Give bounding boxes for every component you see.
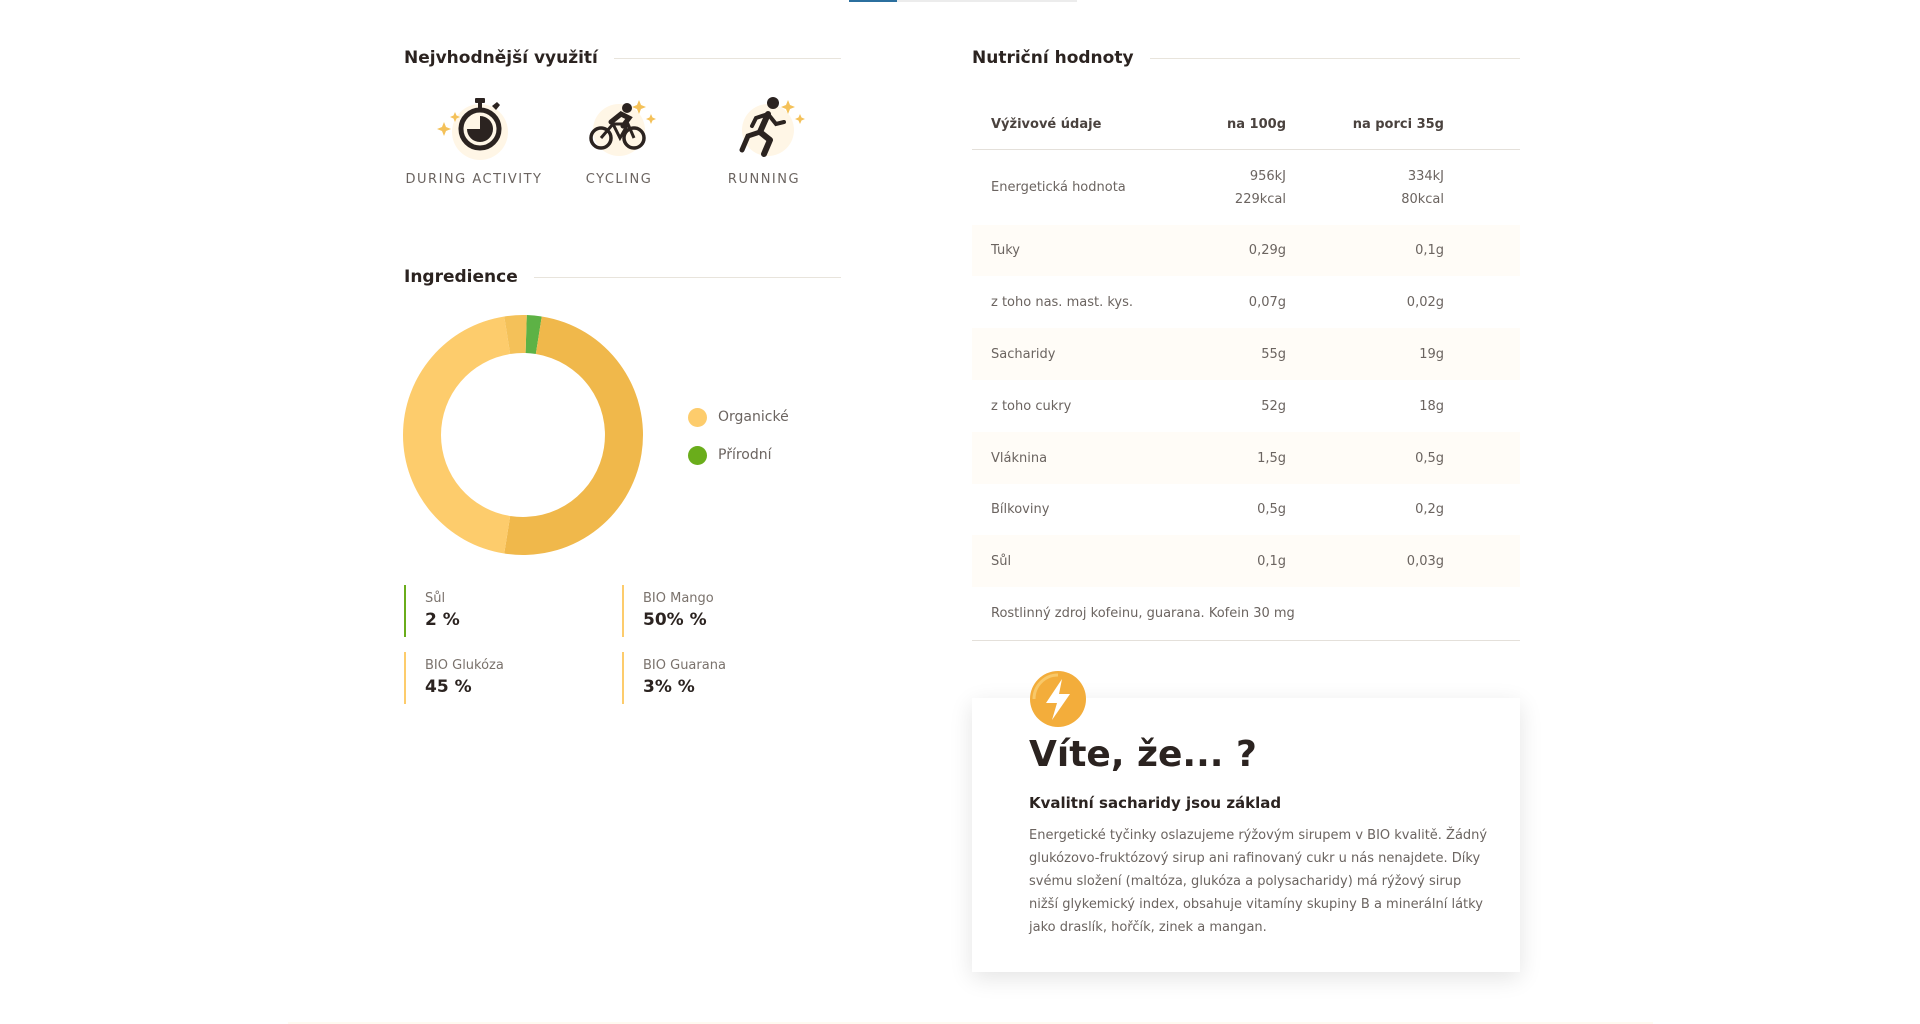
row-label: Vláknina	[991, 450, 1048, 466]
usage-heading: Nejvhodnější využití	[404, 48, 841, 68]
table-row: Vláknina 1,5g 0,5g	[972, 432, 1520, 484]
ingredient-value: 3% %	[643, 677, 695, 697]
row-per100: 52g	[1261, 398, 1286, 414]
table-header: Výživové údaje na 100g na porci 35g	[972, 100, 1520, 150]
value-kcal: 80kcal	[1401, 191, 1444, 207]
usage-label: RUNNING	[727, 172, 801, 187]
row-portion: 0,2g	[1415, 502, 1444, 517]
divider	[533, 276, 841, 278]
row-label: z toho cukry	[991, 398, 1072, 414]
table-row: z toho nas. mast. kys. 0,07g 0,02g	[972, 276, 1520, 328]
usage-label: CYCLING	[585, 172, 653, 187]
ingredient-value: 2 %	[425, 610, 460, 630]
ingredients-heading: Ingredience	[404, 267, 841, 287]
tab-indicator-track	[897, 0, 1077, 2]
row-label: Energetická hodnota	[991, 180, 1126, 195]
row-portion: 0,5g	[1415, 450, 1444, 466]
row-portion: 18g	[1419, 398, 1444, 414]
donut-slice-s-l	[525, 315, 542, 355]
stopwatch-icon	[428, 92, 520, 162]
row-per100: 1,5g	[1257, 450, 1286, 466]
card-text: Energetické tyčinky oslazujeme rýžovým s…	[1029, 828, 1488, 935]
row-per100: 0,5g	[1257, 502, 1286, 517]
donut-slice-bio-gluk-za	[402, 316, 511, 554]
donut-slice-bio-mango	[504, 316, 643, 555]
value-kj: 334kJ	[1407, 168, 1444, 184]
row-portion: 0,03g	[1406, 553, 1444, 569]
row-portion: 0,1g	[1415, 243, 1444, 258]
ingredient-name: BIO Mango	[643, 591, 714, 606]
row-label: Sůl	[991, 553, 1012, 569]
usage-label: DURING ACTIVITY	[405, 172, 543, 187]
usage-item-during-activity: DURING ACTIVITY	[404, 92, 544, 187]
row-portion: 19g	[1419, 346, 1444, 362]
header-label: Výživové údaje	[991, 117, 1102, 132]
ingredients-donut-chart	[402, 315, 643, 555]
ingredients-title: Ingredience	[404, 267, 518, 287]
row-portion: 334kJ 80kcal	[1286, 165, 1444, 211]
runner-icon	[718, 92, 810, 162]
table-row: Energetická hodnota 956kJ 229kcal 334kJ …	[972, 150, 1520, 225]
row-per100: 956kJ 229kcal	[1211, 165, 1286, 211]
card-heading: Víte, že... ?	[1029, 734, 1257, 775]
footer-strip	[288, 1022, 1653, 1024]
usage-title: Nejvhodnější využití	[404, 48, 598, 68]
usage-list: DURING ACTIVITY CYCLING	[404, 92, 844, 192]
legend-label: Přírodní	[718, 447, 772, 463]
row-per100: 0,1g	[1257, 553, 1286, 569]
top-tab-indicator	[0, 0, 1920, 4]
table-note-row: Rostlinný zdroj kofeinu, guarana. Kofein…	[972, 587, 1520, 641]
table-row: Tuky 0,29g 0,1g	[972, 225, 1520, 276]
value-kj: 956kJ	[1249, 168, 1286, 184]
did-you-know-card: Víte, že... ? Kvalitní sacharidy jsou zá…	[972, 698, 1520, 972]
caffeine-note: Rostlinný zdroj kofeinu, guarana. Kofein…	[991, 606, 1295, 621]
ingredient-name: BIO Guarana	[643, 658, 726, 673]
table-row: Sacharidy 55g 19g	[972, 328, 1520, 380]
divider	[1149, 57, 1520, 59]
row-label: Bílkoviny	[991, 502, 1050, 517]
ingredient-mango: BIO Mango 50% %	[622, 585, 822, 637]
usage-item-cycling: CYCLING	[549, 92, 689, 187]
nutrition-heading: Nutriční hodnoty	[972, 48, 1520, 68]
nutrition-table: Výživové údaje na 100g na porci 35g Ener…	[972, 100, 1520, 641]
table-row: Sůl 0,1g 0,03g	[972, 535, 1520, 587]
ingredients-legend: Organické Přírodní	[688, 398, 789, 474]
header-portion: na porci 35g	[1352, 117, 1444, 132]
lightning-icon	[1029, 670, 1087, 728]
ingredient-glucose: BIO Glukóza 45 %	[404, 652, 604, 704]
ingredient-guarana: BIO Guarana 3% %	[622, 652, 822, 704]
usage-item-running: RUNNING	[694, 92, 834, 187]
donut-slice-bio-guarana	[504, 315, 527, 355]
card-subheading: Kvalitní sacharidy jsou základ	[1029, 794, 1282, 812]
row-per100: 0,29g	[1248, 243, 1286, 258]
legend-item-natural: Přírodní	[688, 436, 789, 474]
row-label: Sacharidy	[991, 346, 1056, 362]
row-per100: 0,07g	[1248, 294, 1286, 310]
legend-item-organic: Organické	[688, 398, 789, 436]
table-row: z toho cukry 52g 18g	[972, 380, 1520, 432]
value-kcal: 229kcal	[1234, 191, 1286, 207]
tab-indicator-active	[849, 0, 897, 2]
divider	[613, 57, 841, 59]
legend-label: Organické	[718, 409, 789, 425]
ingredient-name: Sůl	[425, 591, 446, 606]
ingredient-name: BIO Glukóza	[425, 658, 504, 673]
cyclist-icon	[573, 92, 665, 162]
ingredient-value: 50% %	[643, 610, 707, 630]
table-row: Bílkoviny 0,5g 0,2g	[972, 484, 1520, 535]
row-per100: 55g	[1261, 346, 1286, 362]
header-per100: na 100g	[1227, 117, 1286, 132]
ingredient-value: 45 %	[425, 677, 472, 697]
nutrition-title: Nutriční hodnoty	[972, 48, 1134, 68]
legend-swatch	[688, 445, 707, 465]
row-label: Tuky	[991, 243, 1020, 258]
row-portion: 0,02g	[1406, 294, 1444, 310]
legend-swatch	[688, 407, 707, 427]
row-label: z toho nas. mast. kys.	[991, 294, 1134, 310]
ingredient-salt: Sůl 2 %	[404, 585, 604, 637]
